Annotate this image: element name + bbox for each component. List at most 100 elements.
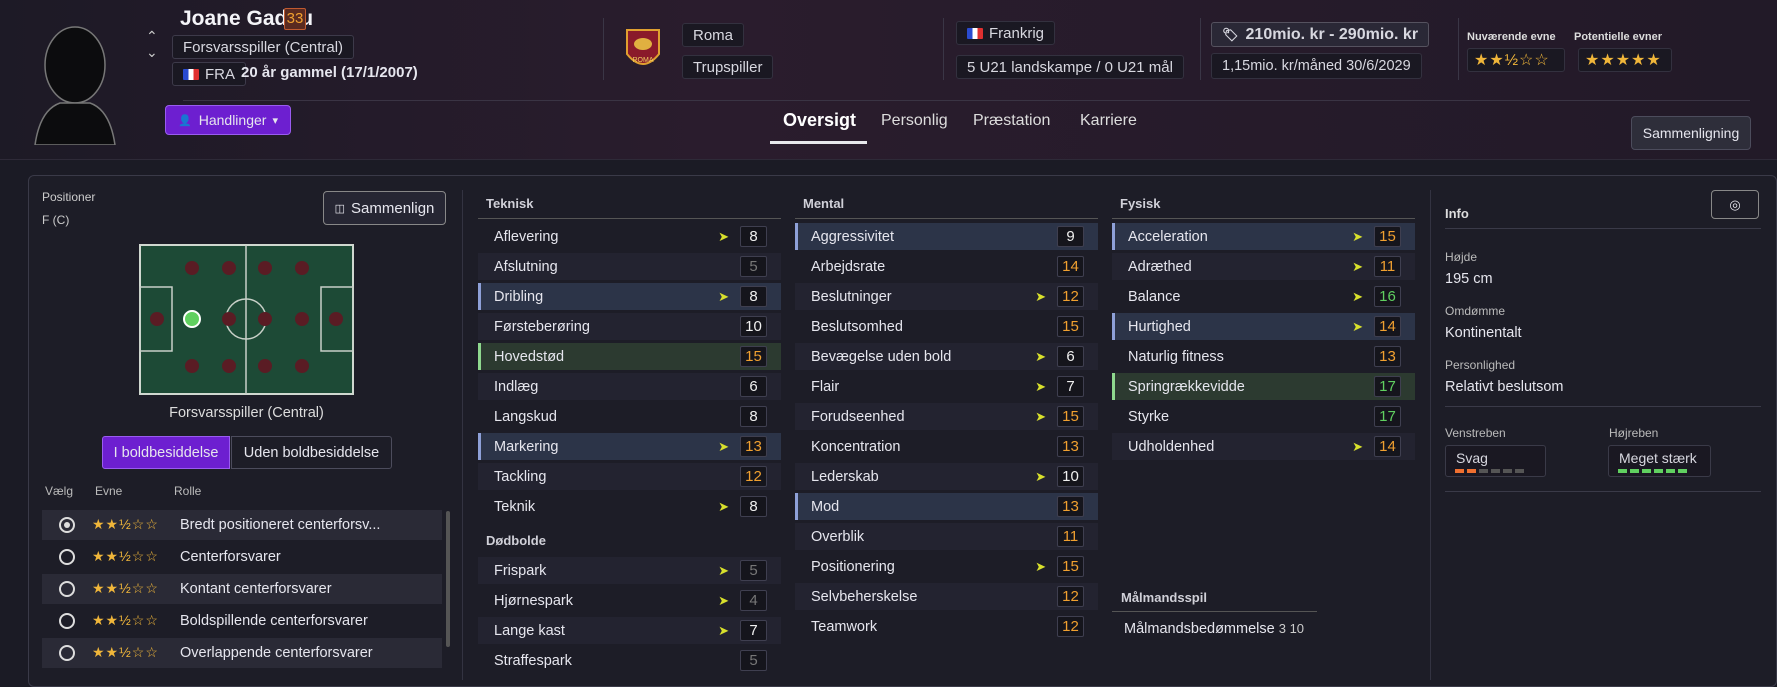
role-radio[interactable]: [59, 581, 75, 597]
wage: 1,15mio. kr/måned: [1222, 58, 1343, 74]
role-row[interactable]: ★★½☆☆ Centerforsvarer: [42, 542, 442, 572]
attribute-row[interactable]: Førsteberøring 10: [478, 313, 781, 340]
actions-button[interactable]: 👤 Handlinger ▾: [165, 105, 291, 135]
role-row[interactable]: ★★½☆☆ Bredt positioneret centerforsv...: [42, 510, 442, 540]
attribute-row[interactable]: Indlæg 6: [478, 373, 781, 400]
attribute-row[interactable]: Lederskab ➤ 10: [795, 463, 1098, 490]
attribute-value: 12: [1057, 616, 1084, 637]
attribute-row[interactable]: Mod 13: [795, 493, 1098, 520]
tab-career[interactable]: Karriere: [1080, 112, 1137, 129]
trend-arrow-icon: ➤: [718, 563, 729, 578]
role-radio[interactable]: [59, 613, 75, 629]
attribute-value: 5: [740, 256, 767, 277]
trend-arrow-icon: ➤: [1352, 439, 1363, 454]
goalkeeping-rating: Målmandsbedømmelse 3 10: [1124, 621, 1304, 637]
attribute-row[interactable]: Frispark ➤ 5: [478, 557, 781, 584]
attribute-value: 17: [1374, 376, 1401, 397]
nationality-code-box: FRA: [172, 62, 246, 86]
role-row[interactable]: ★★½☆☆ Overlappende centerforsvarer: [42, 638, 442, 668]
next-player-icon[interactable]: ⌄: [146, 44, 158, 60]
attribute-row[interactable]: Selvbeherskelse 12: [795, 583, 1098, 610]
tab-overview[interactable]: Oversigt: [783, 110, 857, 130]
attribute-row[interactable]: Lange kast ➤ 7: [478, 617, 781, 644]
attribute-value: 15: [1057, 556, 1084, 577]
trend-arrow-icon: ➤: [1035, 349, 1046, 364]
attribute-row[interactable]: Forudseenhed ➤ 15: [795, 403, 1098, 430]
attribute-row[interactable]: Positionering ➤ 15: [795, 553, 1098, 580]
attribute-row[interactable]: Acceleration ➤ 15: [1112, 223, 1415, 250]
role-radio[interactable]: [59, 645, 75, 661]
attribute-row[interactable]: Aflevering ➤ 8: [478, 223, 781, 250]
attribute-row[interactable]: Langskud 8: [478, 403, 781, 430]
attribute-row[interactable]: Markering ➤ 13: [478, 433, 781, 460]
roles-scrollbar[interactable]: [446, 511, 450, 647]
attribute-row[interactable]: Tackling 12: [478, 463, 781, 490]
attribute-row[interactable]: Arbejdsrate 14: [795, 253, 1098, 280]
tab-personal[interactable]: Personlig: [881, 112, 948, 129]
attribute-row[interactable]: Dribling ➤ 8: [478, 283, 781, 310]
attribute-row[interactable]: Hjørnespark ➤ 4: [478, 587, 781, 614]
role-radio[interactable]: [59, 549, 75, 565]
attribute-row[interactable]: Overblik 11: [795, 523, 1098, 550]
attribute-row[interactable]: Afslutning 5: [478, 253, 781, 280]
trend-arrow-icon: ➤: [1352, 229, 1363, 244]
attribute-value: 13: [1057, 496, 1084, 517]
tag-icon: 🏷: [1222, 26, 1239, 42]
header-rule: [183, 100, 1750, 101]
attribute-value: 12: [1057, 286, 1084, 307]
role-row[interactable]: ★★½☆☆ Boldspillende centerforsvarer: [42, 606, 442, 636]
attribute-name: Udholdenhed: [1128, 438, 1215, 455]
goalkeeping-header: Målmandsspil: [1121, 590, 1207, 605]
compare-small-button[interactable]: ◫ Sammenlign: [323, 191, 446, 225]
attribute-value: 8: [740, 286, 767, 307]
attribute-row[interactable]: Teamwork 12: [795, 613, 1098, 640]
tab-performance[interactable]: Præstation: [973, 112, 1051, 129]
attribute-row[interactable]: Bevægelse uden bold ➤ 6: [795, 343, 1098, 370]
attribute-row[interactable]: Springrækkevidde 17: [1112, 373, 1415, 400]
attribute-row[interactable]: Hurtighed ➤ 14: [1112, 313, 1415, 340]
attribute-name: Hovedstød: [494, 348, 565, 365]
attribute-row[interactable]: Balance ➤ 16: [1112, 283, 1415, 310]
attribute-row[interactable]: Koncentration 13: [795, 433, 1098, 460]
attribute-name: Arbejdsrate: [811, 258, 886, 275]
attribute-row[interactable]: Flair ➤ 7: [795, 373, 1098, 400]
attribute-row[interactable]: Aggressivitet 9: [795, 223, 1098, 250]
current-position-dot: [183, 310, 201, 328]
left-foot-label: Venstreben: [1445, 426, 1506, 440]
person-settings-icon: ◎: [1729, 196, 1741, 212]
attribute-row[interactable]: Straffespark 5: [478, 647, 781, 674]
attribute-row[interactable]: Beslutninger ➤ 12: [795, 283, 1098, 310]
attribute-value: 17: [1374, 406, 1401, 427]
role-name: Centerforsvarer: [180, 549, 281, 565]
role-radio[interactable]: [59, 517, 75, 533]
in-possession-toggle[interactable]: I boldbesiddelse: [102, 436, 230, 469]
active-tab-indicator: [770, 141, 867, 144]
attribute-value: 6: [740, 376, 767, 397]
attribute-name: Tackling: [494, 468, 547, 485]
info-settings-button[interactable]: ◎: [1711, 190, 1759, 219]
attribute-row[interactable]: Teknik ➤ 8: [478, 493, 781, 520]
out-possession-toggle[interactable]: Uden boldbesiddelse: [231, 436, 392, 469]
attribute-value: 11: [1057, 526, 1084, 547]
attribute-value: 15: [1374, 226, 1401, 247]
club-name[interactable]: Roma: [682, 23, 745, 47]
attribute-name: Førsteberøring: [494, 318, 590, 335]
attribute-value: 5: [740, 560, 767, 581]
attribute-row[interactable]: Adræthed ➤ 11: [1112, 253, 1415, 280]
comparison-button[interactable]: Sammenligning: [1631, 116, 1751, 150]
attribute-row[interactable]: Hovedstød 15: [478, 343, 781, 370]
nation-box[interactable]: Frankrig: [956, 21, 1056, 45]
attribute-name: Lederskab: [811, 468, 879, 485]
height-label: Højde: [1445, 250, 1478, 264]
divider: [603, 18, 604, 80]
attribute-row[interactable]: Styrke 17: [1112, 403, 1415, 430]
attribute-row[interactable]: Udholdenhed ➤ 14: [1112, 433, 1415, 460]
prev-player-icon[interactable]: ⌃: [146, 28, 158, 44]
value-range: 🏷 210mio. kr - 290mio. kr: [1211, 22, 1430, 47]
potential-ability-label: Potentielle evner: [1574, 31, 1663, 43]
role-row[interactable]: ★★½☆☆ Kontant centerforsvarer: [42, 574, 442, 604]
attribute-name: Positionering: [811, 558, 895, 575]
attribute-row[interactable]: Beslutsomhed 15: [795, 313, 1098, 340]
attribute-row[interactable]: Naturlig fitness 13: [1112, 343, 1415, 370]
info-title: Info: [1445, 206, 1469, 221]
